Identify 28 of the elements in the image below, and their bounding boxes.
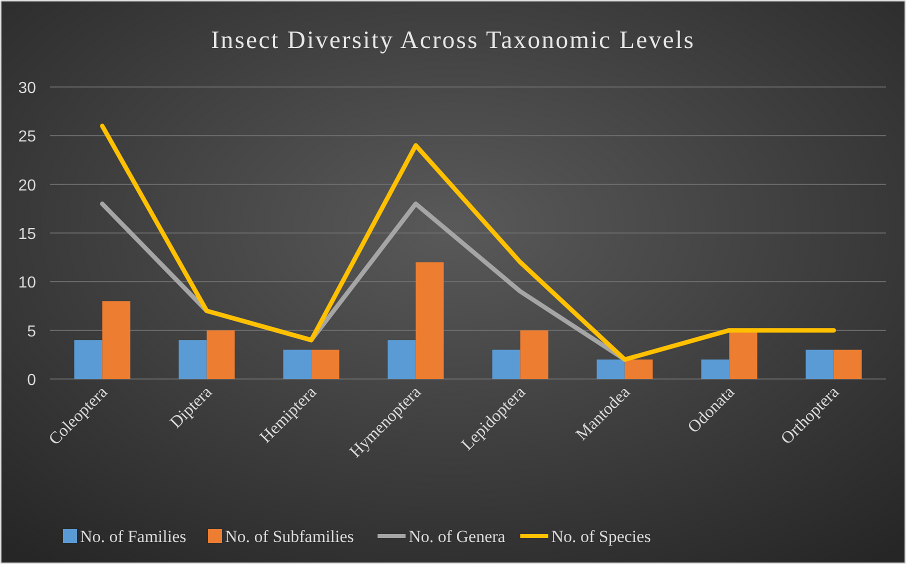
bar — [178, 340, 207, 379]
bar — [492, 350, 520, 379]
bar — [624, 360, 653, 379]
chart-title: Insect Diversity Across Taxonomic Levels — [210, 27, 696, 54]
line-series — [100, 124, 836, 362]
legend-label: No. of Families — [80, 527, 186, 546]
bar — [102, 301, 130, 379]
y-tick-label: 0 — [27, 372, 36, 389]
bar — [834, 350, 862, 379]
y-tick-label: 5 — [27, 323, 36, 340]
bar — [520, 330, 548, 379]
legend-label: No. of Subfamilies — [225, 527, 354, 546]
y-tick-label: 20 — [18, 177, 36, 194]
bar — [806, 350, 834, 379]
y-tick-label: 30 — [18, 80, 36, 97]
bar — [388, 340, 416, 379]
y-tick-label: 25 — [18, 128, 36, 146]
bar — [206, 330, 235, 379]
bar — [416, 262, 444, 379]
legend-label: No. of Genera — [408, 527, 506, 546]
y-tick-label: 15 — [18, 226, 36, 243]
bar — [701, 360, 730, 379]
bar — [74, 340, 102, 379]
bar — [283, 350, 312, 379]
bar — [311, 350, 340, 379]
bar — [596, 360, 625, 379]
y-tick-label: 10 — [18, 274, 36, 292]
legend-label: No. of Species — [551, 527, 651, 546]
